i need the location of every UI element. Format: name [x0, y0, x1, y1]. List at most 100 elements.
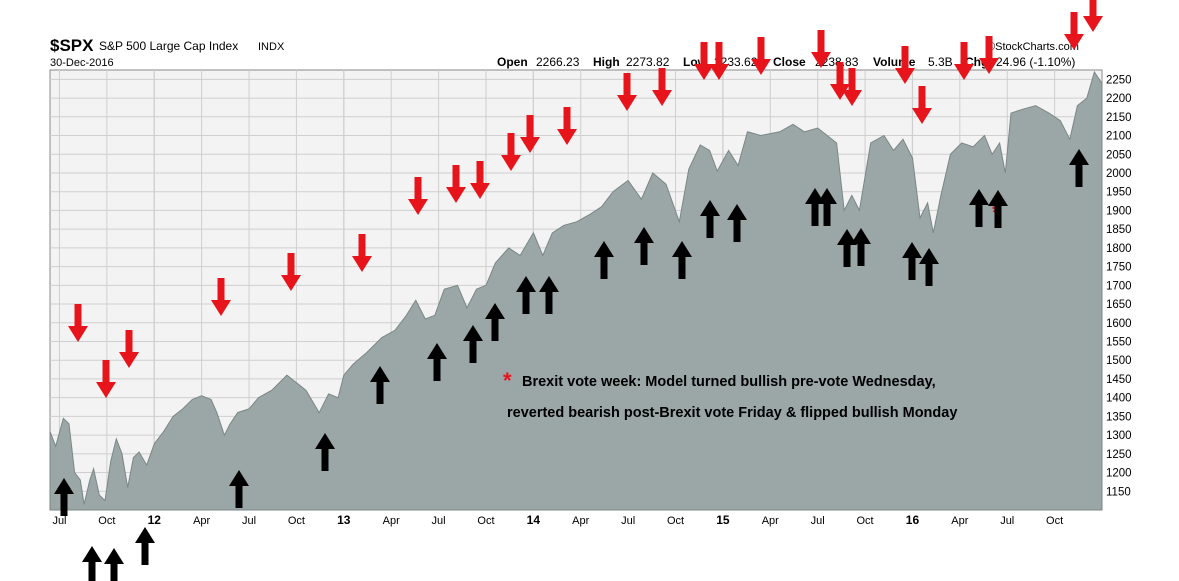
- y-tick-label: 1650: [1106, 299, 1132, 311]
- sell-arrow: [617, 73, 637, 111]
- sell-arrow: [501, 133, 521, 171]
- buy-arrow: [82, 546, 102, 581]
- buy-arrow: [851, 228, 871, 266]
- buy-arrow: [370, 366, 390, 404]
- y-tick-label: 1800: [1106, 243, 1132, 255]
- buy-arrow: [988, 190, 1008, 228]
- x-tick-label: Apr: [572, 515, 589, 527]
- sell-arrow: [470, 161, 490, 199]
- buy-arrow: [135, 527, 155, 565]
- y-tick-label: 1300: [1106, 430, 1132, 442]
- buy-arrow: [727, 204, 747, 242]
- sell-arrow: [709, 42, 729, 80]
- buy-signal-arrows: [54, 149, 1089, 581]
- buy-arrow: [919, 248, 939, 286]
- annotation-line-2: reverted bearish post-Brexit vote Friday…: [507, 405, 957, 421]
- buy-arrow: [805, 188, 825, 226]
- sell-arrow: [751, 37, 771, 75]
- sell-arrow: [811, 30, 831, 68]
- symbol-label: $SPX: [50, 36, 94, 55]
- x-tick-label: Jul: [811, 515, 825, 527]
- buy-arrow: [672, 241, 692, 279]
- buy-arrow: [539, 276, 559, 314]
- x-tick-label: 12: [148, 513, 162, 527]
- price-area: [49, 70, 1103, 511]
- y-tick-label: 1400: [1106, 393, 1132, 405]
- y-axis-ticks: 1150 1200 1250 1300 1350 1400 1450 1500 1550 1600…: [1106, 74, 1132, 498]
- volume-label: Volume: [873, 55, 916, 69]
- y-tick-label: 2150: [1106, 112, 1132, 124]
- x-tick-label: Oct: [288, 515, 305, 527]
- buy-arrow: [54, 478, 74, 516]
- sell-arrow: [446, 165, 466, 203]
- sell-arrow: [652, 68, 672, 106]
- x-tick-label: Jul: [1000, 515, 1014, 527]
- x-tick-label: Jul: [432, 515, 446, 527]
- buy-arrow: [817, 188, 837, 226]
- y-tick-label: 2000: [1106, 168, 1132, 180]
- buy-arrow: [516, 276, 536, 314]
- sell-arrow: [211, 278, 231, 316]
- chg-value: -24.96 (-1.10%): [992, 55, 1075, 69]
- y-tick-label: 1950: [1106, 187, 1132, 199]
- sell-arrow: [68, 304, 88, 342]
- y-tick-label: 1900: [1106, 205, 1132, 217]
- x-tick-label: Apr: [762, 515, 779, 527]
- x-tick-label: 15: [716, 513, 730, 527]
- sell-signal-arrows: [68, 0, 1103, 398]
- x-tick-label: Apr: [193, 515, 210, 527]
- y-tick-label: 2250: [1106, 74, 1132, 86]
- y-tick-label: 1550: [1106, 336, 1132, 348]
- sell-arrow: [119, 330, 139, 368]
- x-tick-label: 14: [527, 513, 541, 527]
- buy-arrow: [463, 325, 483, 363]
- x-tick-label: Jul: [242, 515, 256, 527]
- y-tick-label: 1850: [1106, 224, 1132, 236]
- stockcharts-watermark: ©StockCharts.com: [987, 41, 1079, 53]
- x-tick-label: Jul: [621, 515, 635, 527]
- y-tick-label: 2200: [1106, 93, 1132, 105]
- buy-arrow: [837, 229, 857, 267]
- sell-arrow: [281, 253, 301, 291]
- close-label: Close: [773, 55, 806, 69]
- x-tick-label: Oct: [667, 515, 684, 527]
- brexit-annotation: * Brexit vote week: Model turned bullish…: [503, 200, 1001, 421]
- y-tick-label: 1500: [1106, 355, 1132, 367]
- buy-arrow: [700, 200, 720, 238]
- x-tick-label: Apr: [951, 515, 968, 527]
- sell-arrow: [1064, 12, 1084, 50]
- y-tick-label: 1250: [1106, 449, 1132, 461]
- buy-arrow: [902, 242, 922, 280]
- buy-arrow: [969, 189, 989, 227]
- x-axis-ticks: Jul Oct 12 Apr Jul Oct 13 Apr Jul Oct 14 Apr Jul Oct 1…: [52, 513, 1063, 527]
- sell-arrow: [557, 107, 577, 145]
- x-tick-label: 13: [337, 513, 351, 527]
- sell-arrow: [895, 46, 915, 84]
- exchange-label: INDX: [258, 41, 285, 53]
- buy-arrow: [104, 548, 124, 581]
- sell-arrow: [520, 115, 540, 153]
- index-name-label: S&P 500 Large Cap Index: [99, 39, 238, 53]
- x-tick-label: Apr: [383, 515, 400, 527]
- y-tick-label: 2100: [1106, 131, 1132, 143]
- y-tick-label: 1700: [1106, 280, 1132, 292]
- buy-arrow: [594, 241, 614, 279]
- high-value: 2273.82: [626, 55, 670, 69]
- y-tick-label: 1350: [1106, 411, 1132, 423]
- sell-arrow: [842, 68, 862, 106]
- sell-arrow: [954, 42, 974, 80]
- volume-value: 5.3B: [928, 55, 953, 69]
- y-tick-label: 1750: [1106, 262, 1132, 274]
- x-tick-label: Jul: [52, 515, 66, 527]
- y-tick-label: 1200: [1106, 468, 1132, 480]
- open-value: 2266.23: [536, 55, 580, 69]
- buy-arrow: [1069, 149, 1089, 187]
- buy-arrow: [634, 227, 654, 265]
- y-tick-label: 1450: [1106, 374, 1132, 386]
- y-tick-label: 1150: [1106, 486, 1131, 498]
- y-tick-label: 1600: [1106, 318, 1132, 330]
- x-tick-label: Oct: [477, 515, 494, 527]
- x-tick-label: Oct: [98, 515, 115, 527]
- buy-arrow: [315, 433, 335, 471]
